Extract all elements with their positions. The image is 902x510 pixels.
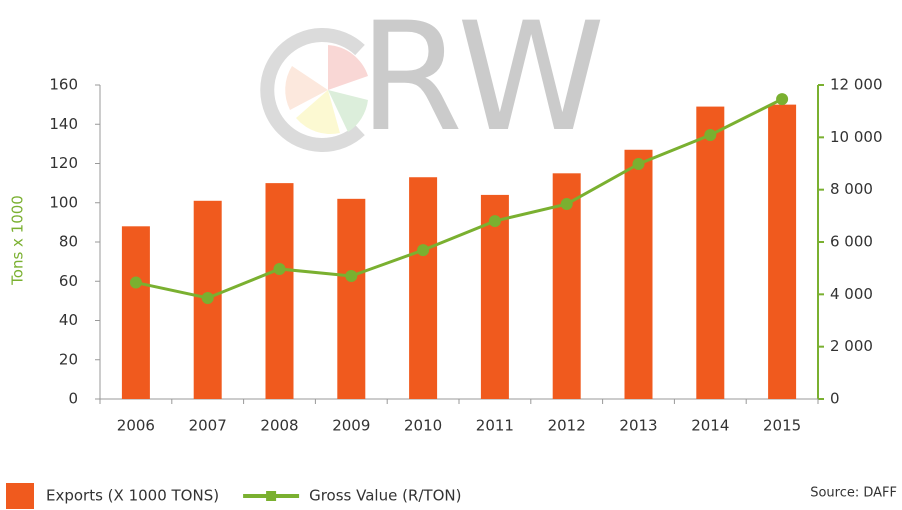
line-point bbox=[560, 198, 573, 211]
line-point bbox=[488, 215, 501, 228]
bar bbox=[768, 104, 797, 399]
source: Source: DAFF bbox=[810, 486, 897, 501]
x-tick-label: 2015 bbox=[763, 417, 801, 435]
y2-tick-label: 2 000 bbox=[830, 337, 873, 355]
watermark: RW bbox=[359, 0, 605, 165]
line-point bbox=[129, 276, 142, 289]
line-point bbox=[417, 244, 430, 257]
y2-tick-label: 12 000 bbox=[830, 76, 883, 94]
y-tick-label: 40 bbox=[59, 311, 78, 329]
legend-swatch bbox=[6, 483, 34, 509]
logo-slice bbox=[328, 90, 368, 132]
x-tick-label: 2007 bbox=[189, 417, 227, 435]
y2-tick-label: 8 000 bbox=[830, 180, 873, 198]
line-point bbox=[345, 270, 358, 283]
bar bbox=[480, 194, 509, 399]
y-axis-label: Tons x 1000 bbox=[9, 195, 27, 286]
line-point bbox=[201, 291, 214, 304]
line bbox=[135, 97, 783, 300]
logo-c bbox=[260, 28, 365, 152]
y-tick-label: 80 bbox=[59, 233, 78, 251]
y-tick-label: 60 bbox=[59, 272, 78, 290]
x-tick-label: 2010 bbox=[404, 417, 442, 435]
bar bbox=[624, 149, 653, 399]
x-tick-label: 2009 bbox=[332, 417, 370, 435]
y2-tick-label: 10 000 bbox=[830, 128, 883, 146]
logo-slice bbox=[328, 45, 368, 90]
legend-swatch bbox=[266, 491, 277, 501]
y-tick-label: 140 bbox=[49, 115, 78, 133]
bar bbox=[337, 198, 366, 399]
y2-tick-label: 6 000 bbox=[830, 233, 873, 251]
x-tick-label: 2008 bbox=[260, 417, 298, 435]
x-tick-label: 2012 bbox=[548, 417, 586, 435]
legend-label: Gross Value (R/TON) bbox=[309, 487, 461, 505]
logo bbox=[260, 28, 368, 152]
line-point bbox=[776, 93, 789, 106]
y-tick-label: 0 bbox=[68, 390, 78, 408]
logo-slice bbox=[296, 90, 340, 135]
y2-tick-label: 0 bbox=[830, 390, 840, 408]
bar bbox=[121, 226, 150, 399]
y-tick-label: 20 bbox=[59, 350, 78, 368]
bar bbox=[696, 106, 725, 400]
line-point bbox=[273, 262, 286, 275]
bar bbox=[552, 173, 581, 399]
x-tick-label: 2006 bbox=[117, 417, 155, 435]
y-tick-label: 120 bbox=[49, 154, 78, 172]
x-tick-label: 2011 bbox=[476, 417, 514, 435]
y2-tick-label: 4 000 bbox=[830, 285, 873, 303]
y-tick-label: 160 bbox=[49, 76, 78, 94]
logo-slice bbox=[285, 66, 328, 110]
x-tick-label: 2014 bbox=[691, 417, 729, 435]
legend-label: Exports (X 1000 TONS) bbox=[46, 487, 219, 505]
bar bbox=[409, 177, 438, 399]
line-point bbox=[632, 158, 645, 171]
bar bbox=[265, 183, 294, 399]
x-tick-label: 2013 bbox=[619, 417, 657, 435]
line-point bbox=[704, 128, 717, 141]
y-tick-label: 100 bbox=[49, 193, 78, 211]
